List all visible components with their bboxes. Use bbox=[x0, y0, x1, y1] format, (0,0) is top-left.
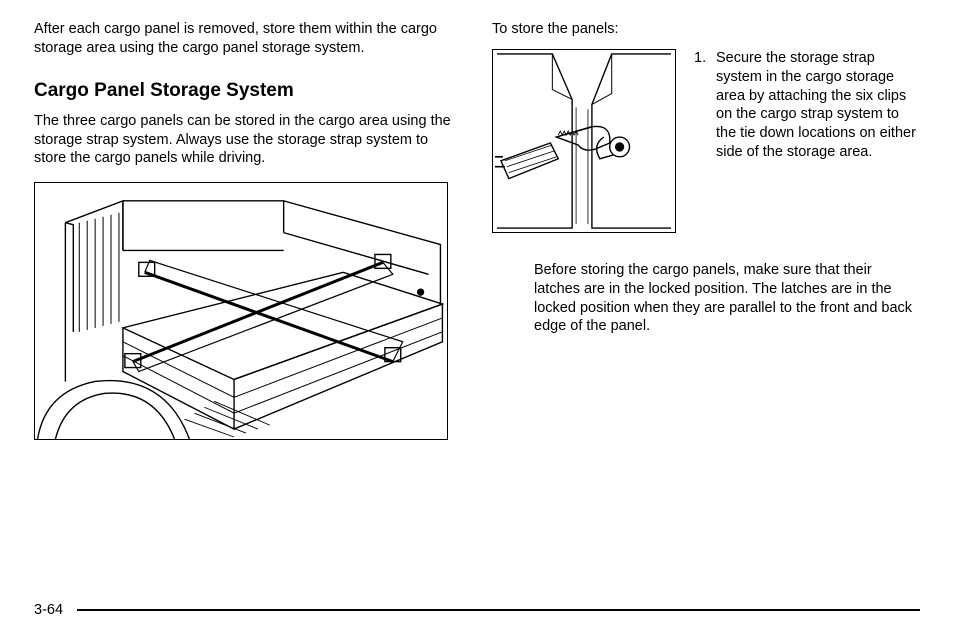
section-heading: Cargo Panel Storage System bbox=[34, 80, 462, 102]
step-text: Secure the storage strap system in the c… bbox=[716, 50, 916, 160]
figure-and-step-row: 1. Secure the storage strap system in th… bbox=[492, 49, 920, 233]
step-number: 1. bbox=[694, 49, 706, 68]
page-number: 3-64 bbox=[34, 602, 63, 618]
figure-clip-detail bbox=[492, 49, 676, 233]
intro-paragraph: After each cargo panel is removed, store… bbox=[34, 20, 462, 58]
right-lead: To store the panels: bbox=[492, 20, 920, 39]
left-column: After each cargo panel is removed, store… bbox=[34, 20, 462, 580]
two-column-layout: After each cargo panel is removed, store… bbox=[34, 20, 920, 580]
step-1: 1. Secure the storage strap system in th… bbox=[694, 49, 920, 162]
figure-cargo-panels bbox=[34, 182, 448, 440]
numbered-steps: 1. Secure the storage strap system in th… bbox=[694, 49, 920, 233]
page-footer: 3-64 bbox=[34, 602, 920, 618]
clip-detail-illustration bbox=[493, 50, 675, 232]
body-paragraph: The three cargo panels can be stored in … bbox=[34, 112, 462, 169]
latch-note: Before storing the cargo panels, make su… bbox=[492, 261, 920, 336]
footer-rule bbox=[77, 609, 920, 611]
right-column: To store the panels: bbox=[492, 20, 920, 580]
cargo-panels-illustration bbox=[35, 183, 447, 439]
